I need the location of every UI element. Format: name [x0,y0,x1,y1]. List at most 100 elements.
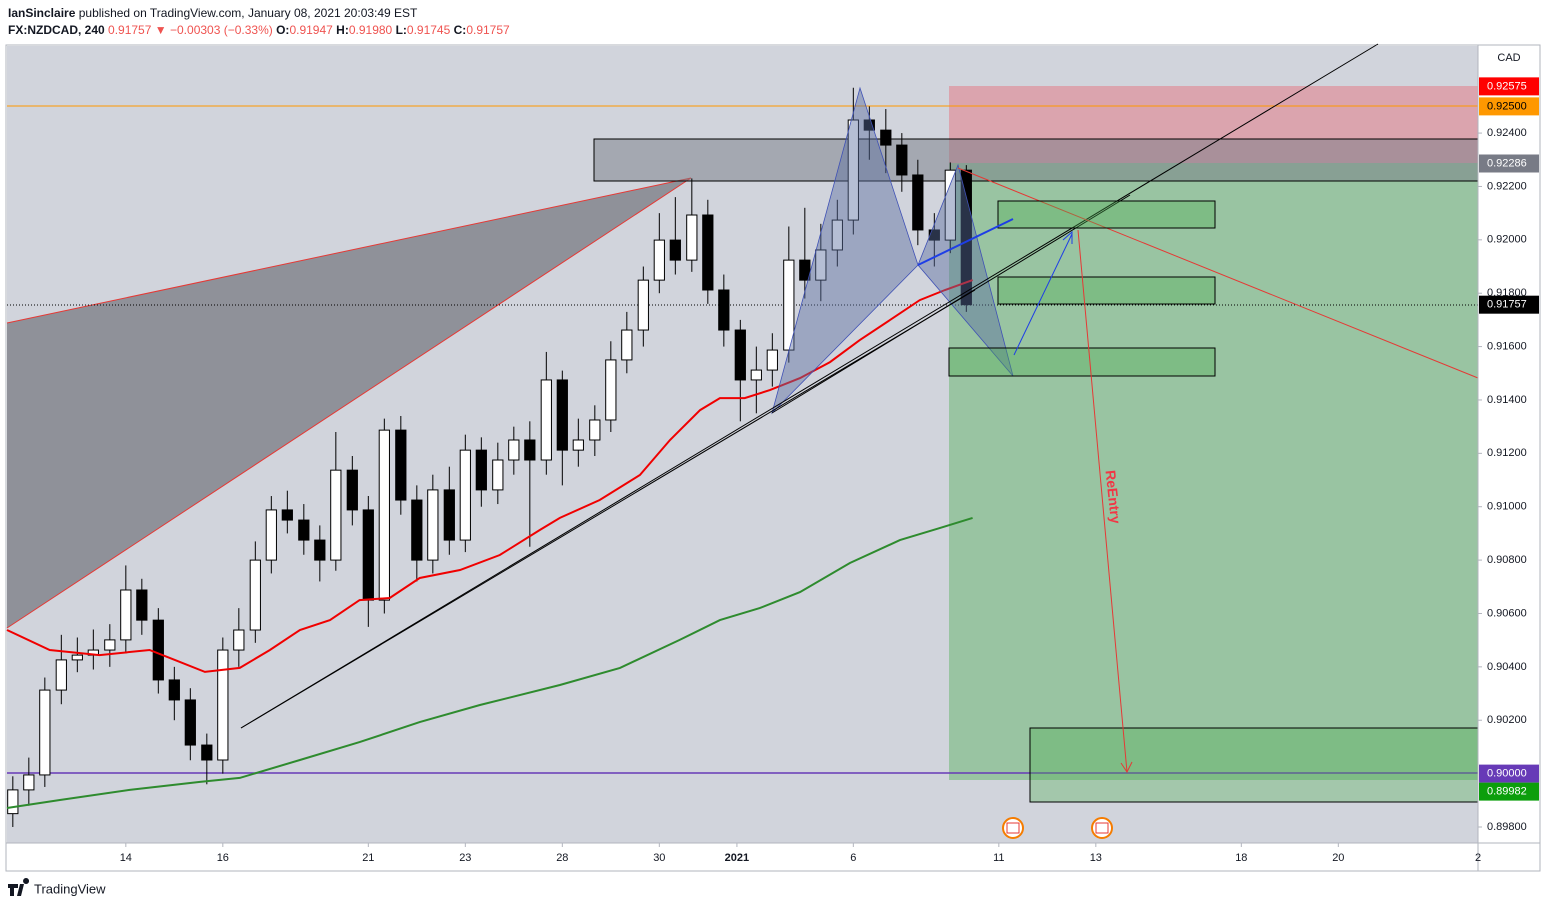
arrow [1077,229,1128,773]
price-label: 0.91757 [1487,299,1527,311]
y-tick-label: 0.90400 [1487,661,1527,673]
price-label-bg [1479,97,1539,116]
y-tick-label: 0.90600 [1487,607,1527,619]
trend-line [240,43,1379,729]
currency: CAD [1497,52,1520,64]
candle-body [281,509,293,521]
zone-box [997,276,1216,305]
candle-body [572,439,584,451]
candle-body [346,469,358,511]
candle-body [475,449,487,491]
candle-body [217,649,229,761]
candle-body [411,499,423,561]
price-label-bg [1479,154,1539,173]
candle-body [104,639,116,651]
candle-body [298,519,310,541]
arrow [1013,233,1073,356]
symbol: FX:NZDCAD, 240 [8,23,105,37]
arrow-head [1062,230,1073,244]
candle-body [815,249,827,281]
trend-line [957,167,1479,379]
candle-body [734,329,746,381]
trend-line [771,194,1131,414]
h-label: H: [336,23,349,37]
candle-body [653,239,665,281]
candle-body [669,239,681,261]
y-tick-label: 0.90800 [1487,554,1527,566]
x-tick-label: 6 [850,852,856,864]
candle-body [330,469,342,561]
candle-body [702,214,714,291]
flag [1006,822,1020,834]
candle-body [136,589,148,621]
candle-body [637,279,649,331]
brand: TradingView [34,881,106,896]
candle-body [459,449,471,541]
candle-body [168,679,180,701]
arrow-head [1120,761,1133,773]
candle-body [443,489,455,541]
l-label: L: [395,23,407,37]
y-tick-label: 0.89800 [1487,821,1527,833]
target-box [1029,727,1479,803]
flag [1095,822,1109,834]
logo [8,878,30,896]
series [6,87,973,827]
c: 0.91757 [466,23,510,37]
x-tick-label: 13 [1090,852,1102,864]
x-tick-label: 28 [556,852,568,864]
candle-body [265,509,277,561]
candle-body [427,489,439,561]
candle-body [880,129,892,146]
candle-body [589,419,601,441]
change: −0.00303 (−0.33%) [170,23,273,37]
candle-body [395,429,407,501]
candle-body [7,789,19,815]
target-zone [949,163,1478,780]
candle-body [831,219,843,251]
candle-body [39,689,51,776]
resistance-box [593,138,1479,182]
price-label: 0.92500 [1487,100,1527,112]
c-label: C: [453,23,467,37]
pattern-bcd [917,163,1014,377]
axes: 0.89800 0.90200 0.90400 0.90600 0.90800 0.910… [120,77,1539,864]
drawings-under [6,86,1479,780]
o: 0.91947 [289,23,333,37]
candle-body [120,589,132,641]
candle-body [249,559,261,631]
x-tick-label: 21 [362,852,374,864]
x-tick-label: 2 [1475,852,1481,864]
wedge-edge [6,177,692,629]
neck-line [917,218,1014,266]
h: 0.91980 [348,23,393,37]
candle-body [201,744,213,761]
x-tick-label: 18 [1235,852,1247,864]
candle-body [766,349,778,371]
x-tick-label: 16 [217,852,229,864]
moving-average [6,279,973,673]
candle-body [540,379,552,461]
ohlc-line: FX:NZDCAD, 240 0.91757 ▼ −0.00303 (−0.33… [8,23,510,37]
publish-line: IanSinclaire published on TradingView.co… [8,6,417,20]
candle-body [863,119,875,131]
price-label-bg [1479,77,1539,96]
x-tick-label: 14 [120,852,132,864]
last: 0.91757 [108,23,152,37]
y-tick-label: 0.91600 [1487,340,1527,352]
candle-body [233,629,245,651]
x-tick-label: 23 [459,852,471,864]
moving-average [6,516,973,809]
arrow: ▼ [154,23,167,37]
candle-body [55,659,67,691]
price-label-bg [1479,764,1539,783]
candle-body [556,379,568,451]
annotation: ReEntry [1103,469,1125,524]
y-tick-label: 0.91000 [1487,501,1527,513]
l: 0.91745 [406,23,451,37]
candle-body [508,439,520,461]
price-label-bg [1479,295,1539,314]
candle-body [928,229,940,241]
